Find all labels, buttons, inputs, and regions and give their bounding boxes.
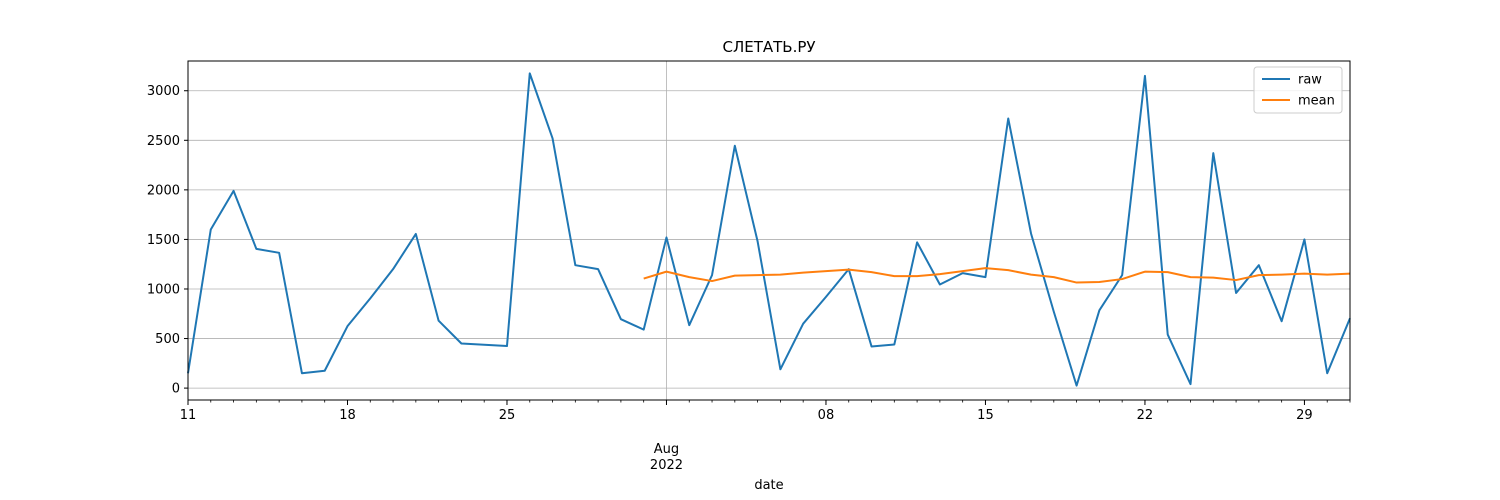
- y-tick-label: 2500: [147, 134, 180, 149]
- y-tick-label: 1500: [147, 233, 180, 248]
- legend: raw mean: [1253, 66, 1343, 114]
- x-tick-label: 08: [818, 408, 835, 423]
- y-tick-label: 0: [172, 382, 180, 397]
- series-line-raw: [187, 72, 1351, 387]
- legend-label-raw: raw: [1298, 73, 1322, 88]
- x-tick-label: 25: [499, 408, 516, 423]
- chart-title: СЛЕТАТЬ.РУ: [722, 38, 815, 56]
- x-tick-label: 29: [1296, 408, 1313, 423]
- y-tick-label: 1000: [147, 282, 180, 297]
- x-tick-label: 18: [339, 408, 356, 423]
- x-tick-label: 11: [180, 408, 197, 423]
- x-tick-label: Aug: [654, 442, 679, 457]
- series-layer: [187, 72, 1351, 387]
- x-tick-label: 22: [1137, 408, 1154, 423]
- x-tick-label: 2022: [650, 458, 683, 473]
- legend-label-mean: mean: [1298, 94, 1335, 109]
- y-tick-label: 500: [155, 332, 180, 347]
- y-tick-label: 2000: [147, 183, 180, 198]
- grid: [188, 61, 1350, 400]
- series-line-mean: [643, 267, 1351, 284]
- x-tick-label: 15: [977, 408, 994, 423]
- x-axis-label: date: [754, 478, 783, 493]
- y-tick-label: 3000: [147, 84, 180, 99]
- plot-frame: [187, 60, 1351, 401]
